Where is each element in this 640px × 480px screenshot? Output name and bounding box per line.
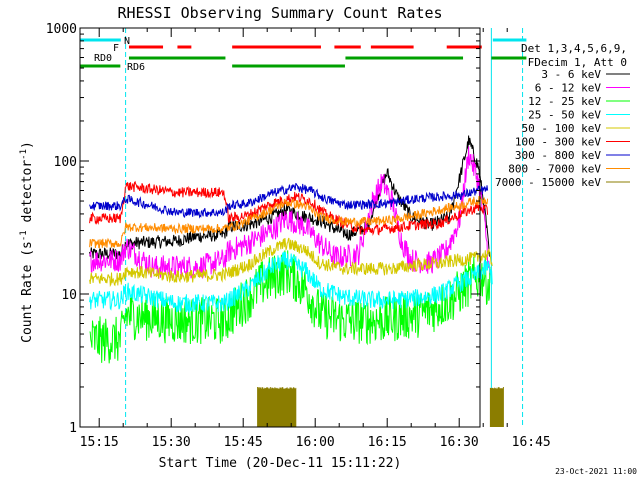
y-axis-label-end: ) (20, 141, 35, 149)
legend-header: FDecim 1, Att 0 (528, 56, 627, 69)
legend-label: 12 - 25 keV (528, 95, 601, 108)
series-line (89, 237, 493, 288)
y-axis-label-sup: -1 (19, 230, 29, 241)
timestamp: 23-Oct-2021 11:00 (555, 467, 637, 476)
series-8 (257, 387, 504, 427)
x-tick-label: 16:15 (368, 435, 407, 450)
x-axis-label: Start Time (20-Dec-11 15:11:22) (159, 456, 402, 471)
legend-label: 7000 - 15000 keV (495, 176, 601, 189)
series-line (89, 195, 489, 249)
legend-header: Det 1,3,4,5,6,9, (521, 42, 627, 55)
series-bursts (257, 387, 297, 427)
y-tick-label: 10 (61, 288, 77, 303)
legend-label: 300 - 800 keV (515, 149, 601, 162)
y-axis-label-main: Count Rate (s (20, 241, 35, 343)
series-7 (89, 195, 489, 249)
x-tick-label: 16:30 (440, 435, 479, 450)
y-axis-label-tail: detector (20, 160, 35, 231)
x-tick-label: 15:15 (80, 435, 119, 450)
series-3 (89, 250, 493, 315)
x-tick-label: 16:00 (296, 435, 335, 450)
series-5 (89, 180, 489, 236)
y-tick-label: 1 (69, 421, 77, 436)
flag-label: RD0 (94, 53, 112, 64)
flag-label: N (124, 36, 130, 47)
series-line (89, 182, 489, 219)
axes: 1 10 100 1000 15:15 15:30 15:45 16:00 16:15 16:30… (46, 22, 551, 450)
series-line (89, 135, 491, 260)
legend-label: 3 - 6 keV (541, 68, 601, 81)
plot-frame (79, 27, 481, 428)
legend-label: 100 - 300 keV (515, 136, 601, 149)
chart-title: RHESSI Observing Summary Count Rates (117, 4, 442, 22)
series-6 (89, 182, 489, 219)
y-axis-label-sup2: -1 (19, 149, 29, 160)
legend: Det 1,3,4,5,6,9,FDecim 1, Att 03 - 6 keV… (495, 42, 630, 189)
y-axis-label: Count Rate (s-1 detector-1) (19, 141, 35, 343)
series-line (89, 250, 493, 315)
series-bursts (489, 387, 504, 427)
x-tick-label: 15:45 (224, 435, 263, 450)
y-tick-label: 100 (54, 155, 77, 170)
series-line (89, 180, 489, 236)
x-tick-label: 15:30 (152, 435, 191, 450)
series-4 (89, 237, 493, 288)
series-2 (89, 250, 491, 364)
y-tick-label: 1000 (46, 22, 77, 37)
legend-label: 800 - 7000 keV (508, 163, 601, 176)
flag-label: RD6 (127, 62, 145, 73)
legend-label: 6 - 12 keV (535, 82, 602, 95)
series-line (89, 250, 491, 364)
x-tick-label: 16:45 (512, 435, 551, 450)
flag-label: F (113, 43, 119, 54)
legend-label: 50 - 100 keV (522, 122, 602, 135)
series-0 (89, 135, 491, 260)
legend-label: 25 - 50 keV (528, 109, 601, 122)
